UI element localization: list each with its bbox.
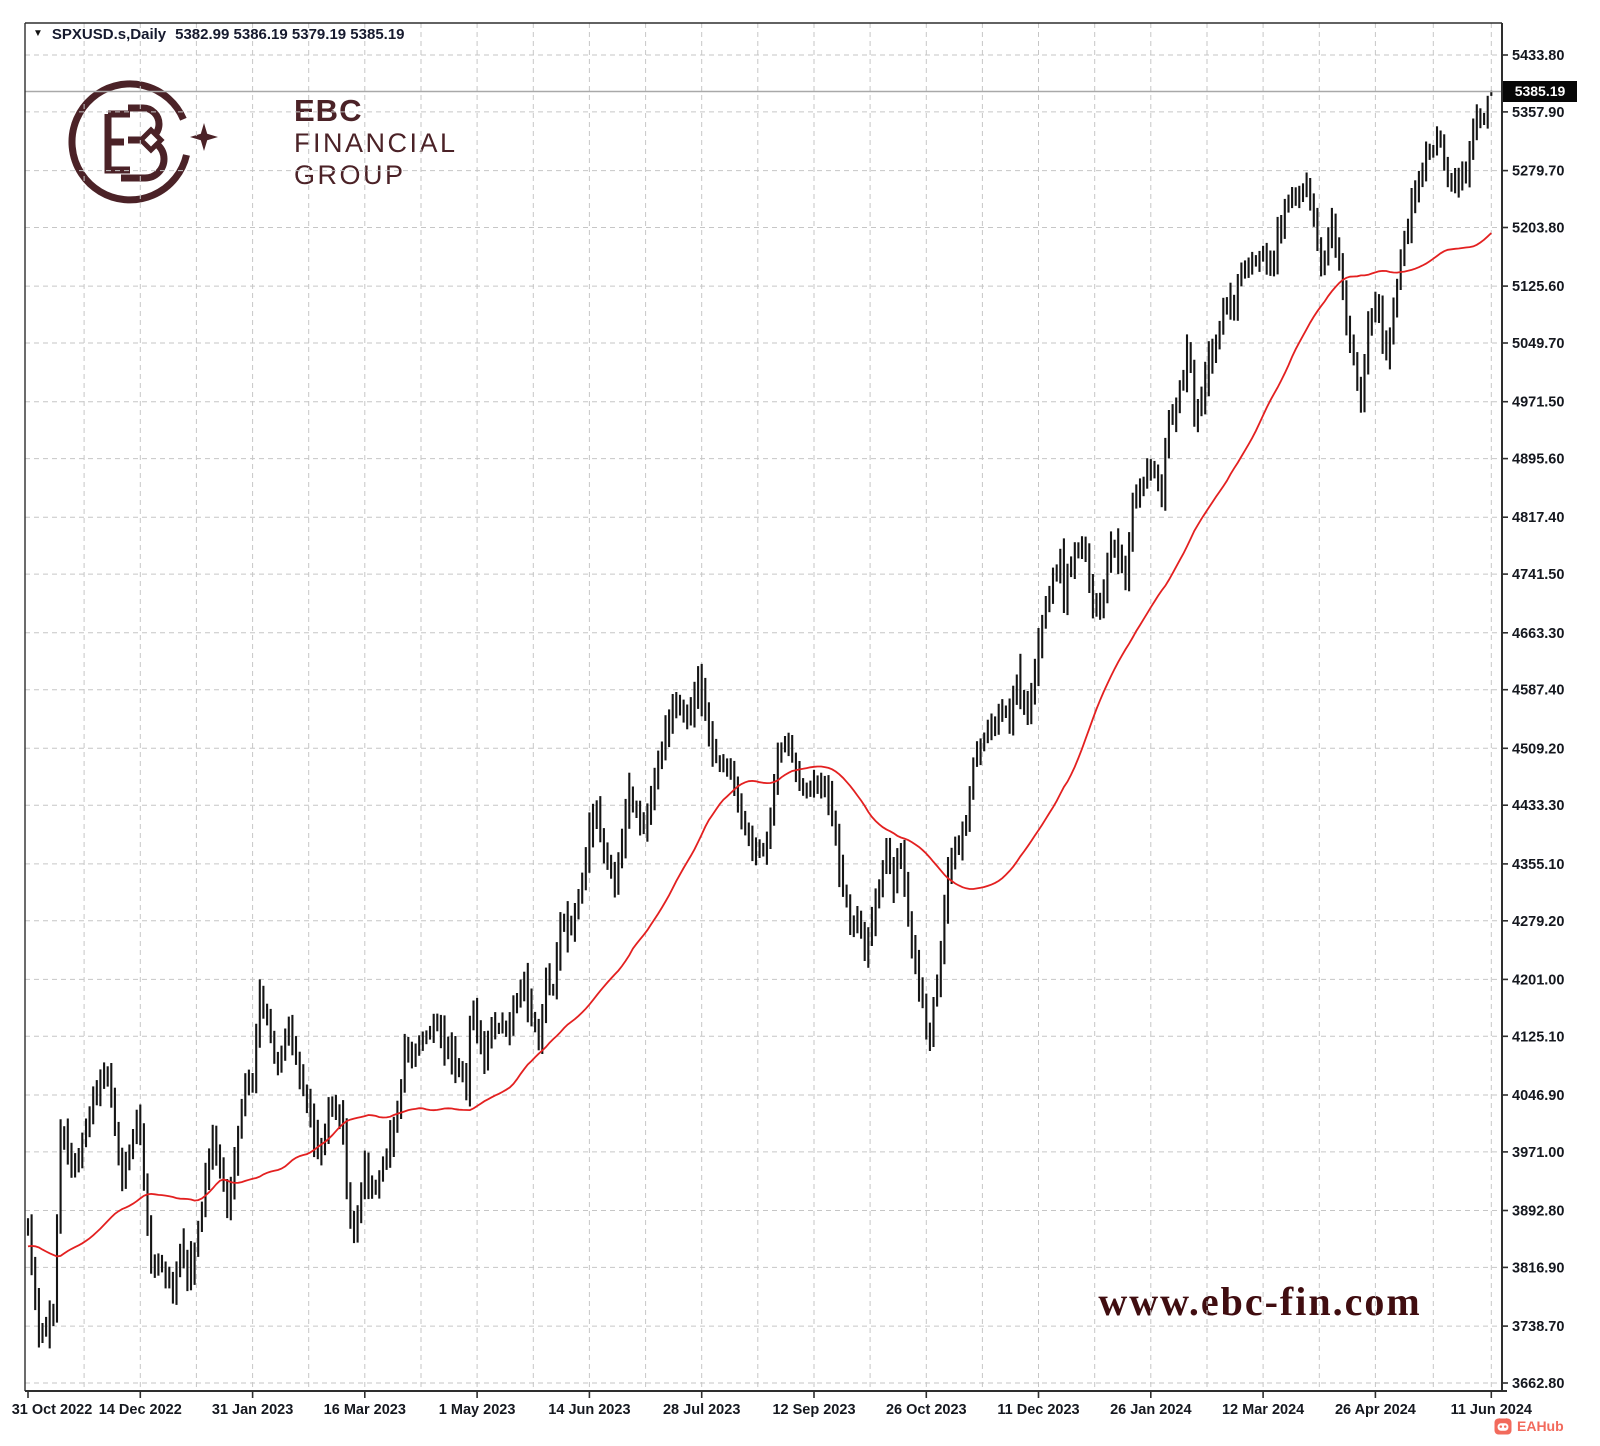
date-axis-label: 31 Jan 2023 — [212, 1402, 293, 1418]
price-axis-label: 4817.40 — [1512, 510, 1564, 526]
logo-line-2: FINANCIAL — [294, 128, 458, 158]
price-axis-label: 4433.30 — [1512, 798, 1564, 814]
price-axis-label: 4895.60 — [1512, 452, 1564, 468]
price-axis-label: 4509.20 — [1512, 741, 1564, 757]
price-axis-label: 3892.80 — [1512, 1204, 1564, 1220]
date-axis-label: 14 Jun 2023 — [548, 1402, 630, 1418]
date-axis-label: 11 Jun 2024 — [1451, 1402, 1532, 1418]
symbol-dropdown-icon[interactable]: ▼ — [33, 28, 43, 39]
logo-line-3: GROUP — [294, 160, 406, 190]
price-axis-label: 4587.40 — [1512, 683, 1564, 699]
price-axis-label: 4279.20 — [1512, 914, 1564, 930]
ohlc-values: 5382.99 5386.19 5379.19 5385.19 — [175, 26, 405, 43]
symbol-period-label: SPXUSD.s,Daily — [51, 26, 167, 43]
date-axis-label: 12 Sep 2023 — [772, 1402, 855, 1418]
date-axis-label: 26 Oct 2023 — [886, 1402, 967, 1418]
url-watermark: www.ebc-fin.com — [1098, 1279, 1422, 1324]
price-bars — [26, 90, 1493, 1349]
price-axis-label: 5125.60 — [1512, 279, 1564, 295]
eahub-label: EAHub — [1517, 1418, 1564, 1434]
date-axis-label: 31 Oct 2022 — [12, 1402, 93, 1418]
price-axis-label: 5203.80 — [1512, 221, 1564, 237]
price-axis-label: 4201.00 — [1512, 972, 1564, 988]
date-axis-label: 1 May 2023 — [439, 1402, 516, 1418]
price-axis-label: 3816.90 — [1512, 1260, 1564, 1276]
date-axis-label: 11 Dec 2023 — [997, 1402, 1079, 1418]
ebc-logo: EBC FINANCIAL GROUP — [64, 76, 458, 228]
price-axis-label: 4355.10 — [1512, 857, 1564, 873]
price-axis-label: 5357.90 — [1512, 105, 1564, 121]
price-axis-label: 4663.30 — [1512, 626, 1564, 642]
date-axis-label: 14 Dec 2022 — [99, 1402, 182, 1418]
price-axis: 5433.80 5357.90 5279.70 5203.80 5125.60 5049.… — [1502, 48, 1564, 1392]
moving-average-line — [27, 232, 1492, 1258]
price-axis-label: 5279.70 — [1512, 164, 1564, 180]
price-axis-label: 3971.00 — [1512, 1145, 1564, 1161]
date-axis-label: 28 Jul 2023 — [663, 1402, 740, 1418]
eahub-badge: EAHub — [1494, 1417, 1564, 1435]
price-axis-label: 4125.10 — [1512, 1029, 1564, 1045]
date-axis-label: 26 Apr 2024 — [1335, 1402, 1416, 1418]
price-axis-label: 4971.50 — [1512, 395, 1564, 411]
ebc-logo-mark-icon — [68, 80, 218, 204]
ebc-logo-text: EBC FINANCIAL GROUP — [294, 94, 458, 191]
chart-header: ▼ SPXUSD.s,Daily 5382.99 5386.19 5379.19… — [33, 26, 405, 43]
price-axis-label: 5433.80 — [1512, 48, 1564, 64]
eahub-robot-icon — [1494, 1418, 1512, 1435]
price-axis-label: 3662.80 — [1512, 1376, 1564, 1392]
date-axis-label: 26 Jan 2024 — [1110, 1402, 1191, 1418]
date-axis: 31 Oct 2022 14 Dec 2022 31 Jan 2023 16 Mar … — [12, 1391, 1532, 1418]
price-axis-label: 3738.70 — [1512, 1319, 1564, 1335]
price-axis-label: 5049.70 — [1512, 336, 1564, 352]
price-axis-label: 4741.50 — [1512, 567, 1564, 583]
current-price-badge: 5385.19 — [1503, 81, 1577, 102]
logo-line-1: EBC — [294, 93, 363, 128]
date-axis-label: 16 Mar 2023 — [324, 1402, 406, 1418]
chart-frame — [24, 22, 1507, 1392]
price-axis-label: 4046.90 — [1512, 1088, 1564, 1104]
date-axis-label: 12 Mar 2024 — [1222, 1402, 1304, 1418]
